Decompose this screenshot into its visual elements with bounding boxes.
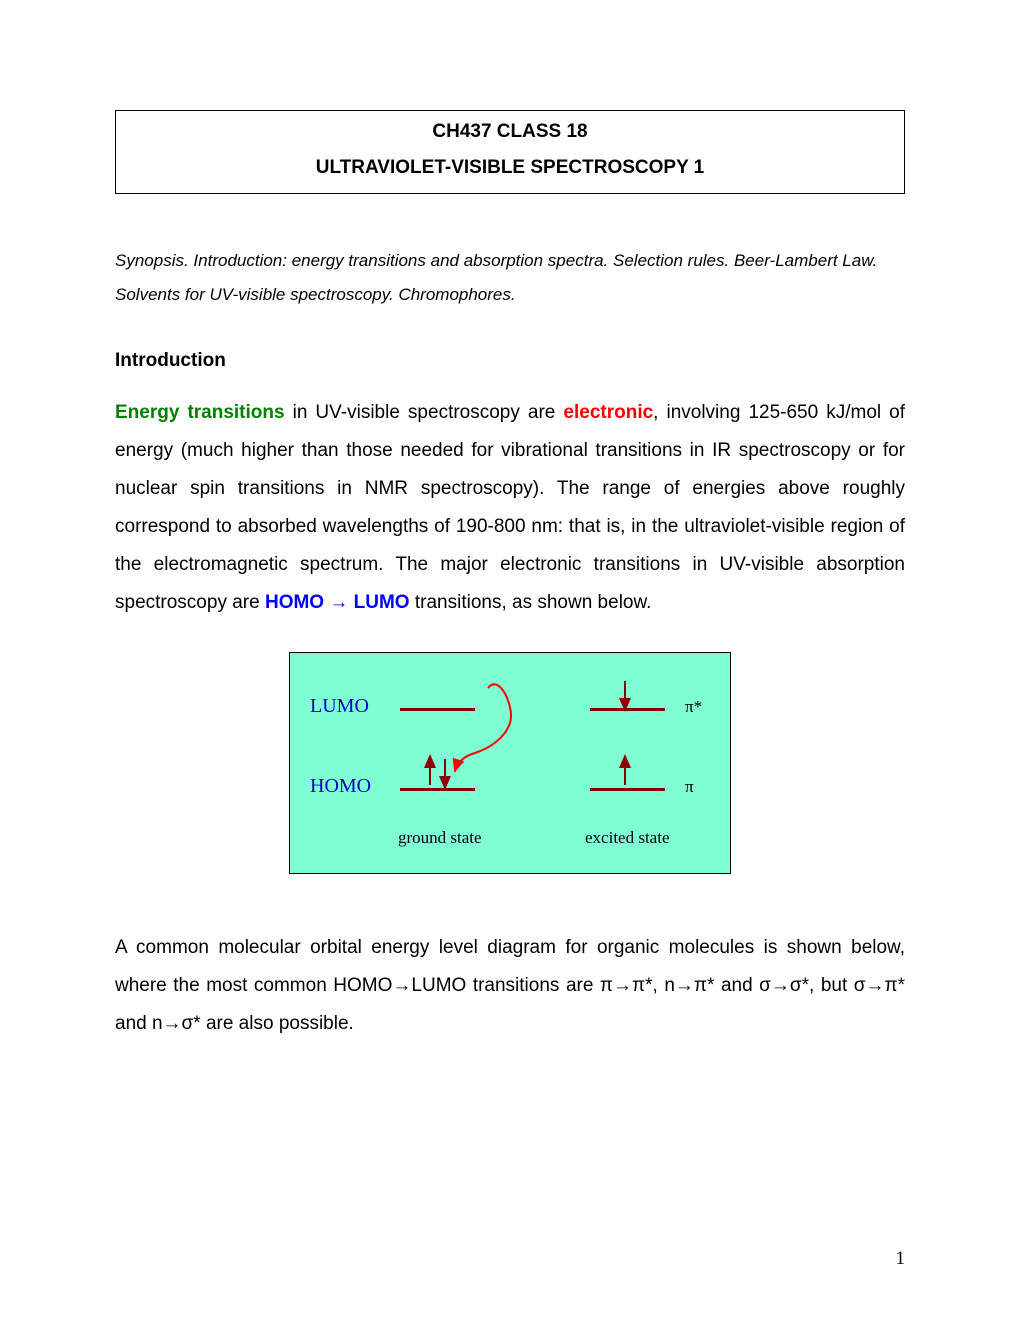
title-box: CH437 CLASS 18 ULTRAVIOLET-VISIBLE SPECT…	[115, 110, 905, 194]
diagram-container: LUMO HOMO π* π ground state excited stat…	[115, 652, 905, 879]
second-paragraph: A common molecular orbital energy level …	[115, 929, 905, 1043]
electronic-term: electronic	[563, 402, 653, 423]
intro-paragraph: Energy transitions in UV-visible spectro…	[115, 394, 905, 622]
diagram-arrows	[290, 653, 730, 873]
page-number: 1	[896, 1248, 906, 1270]
para1-seg2: in UV-visible spectroscopy are	[285, 402, 564, 423]
para1-seg6: transitions, as shown below.	[410, 592, 652, 613]
energy-level-diagram: LUMO HOMO π* π ground state excited stat…	[289, 652, 731, 874]
homo-lumo-term: HOMO → LUMO	[265, 592, 410, 613]
section-heading: Introduction	[115, 350, 905, 372]
title-line-2: ULTRAVIOLET-VISIBLE SPECTROSCOPY 1	[116, 157, 904, 179]
synopsis-text: Synopsis. Introduction: energy transitio…	[115, 244, 905, 312]
para1-seg4: , involving 125-650 kJ/mol of energy (mu…	[115, 402, 905, 613]
document-page: CH437 CLASS 18 ULTRAVIOLET-VISIBLE SPECT…	[0, 0, 1020, 1043]
title-line-1: CH437 CLASS 18	[116, 121, 904, 143]
energy-transitions-term: Energy transitions	[115, 402, 285, 423]
